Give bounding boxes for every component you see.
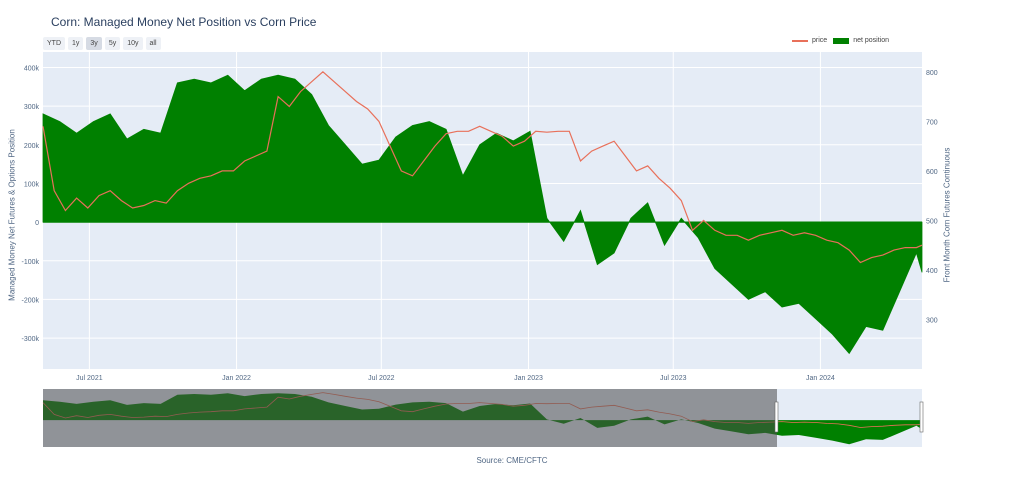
y2-tick-label: 500 (926, 218, 938, 225)
y2-tick-label: 600 (926, 169, 938, 176)
y-tick-label: 100k (24, 181, 40, 188)
legend-item-net-position[interactable]: net position (833, 37, 889, 44)
y2-tick-label: 400 (926, 268, 938, 275)
range-button-3y[interactable]: 3y (86, 37, 102, 50)
x-tick-label: Jan 2024 (806, 375, 835, 382)
y-tick-label: -100k (21, 259, 39, 266)
range-button-5y[interactable]: 5y (104, 37, 121, 50)
source-note: Source: CME/CFTC (476, 456, 548, 465)
range-button-all[interactable]: all (145, 37, 161, 50)
y2-tick-label: 700 (926, 119, 938, 126)
y-tick-label: -300k (21, 336, 39, 343)
x-tick-label: Jul 2021 (76, 375, 103, 382)
price-series-line (42, 70, 923, 264)
range-button-10y[interactable]: 10y (123, 37, 143, 50)
navigator-mask-left[interactable] (43, 389, 777, 447)
y-tick-label: 0 (35, 220, 39, 227)
x-axis-ticks: Jul 2021 Jan 2022 Jul 2022 Jan 2023 Jul 2023… (76, 375, 835, 382)
navigator-handle-right[interactable] (919, 401, 924, 433)
y-tick-label: 200k (24, 143, 40, 150)
x-tick-label: Jul 2022 (368, 375, 395, 382)
y2-tick-label: 800 (926, 70, 938, 77)
legend-item-price[interactable]: price (792, 37, 827, 44)
y2-tick-label: 300 (926, 317, 938, 324)
range-button-ytd[interactable]: YTD (43, 37, 65, 50)
price-line (42, 70, 923, 264)
x-tick-label: Jul 2023 (660, 375, 687, 382)
y-axis-right-ticks: 300 400 500 600 700 800 (926, 70, 938, 325)
y-tick-label: 400k (24, 65, 40, 72)
y-tick-label: -200k (21, 297, 39, 304)
y-tick-label: 300k (24, 104, 40, 111)
range-navigator[interactable] (42, 389, 924, 447)
range-button-1y[interactable]: 1y (68, 37, 84, 50)
x-tick-label: Jan 2022 (222, 375, 251, 382)
price-swatch (792, 39, 808, 42)
navigator-handle-left[interactable] (774, 401, 779, 433)
legend-label-price: price (812, 37, 828, 44)
net-position-swatch (833, 37, 850, 44)
y-axis-left-ticks: -300k -200k -100k 0 100k 200k 300k 400k (21, 65, 39, 343)
legend: price net position (792, 37, 889, 44)
range-selector: YTD 1y 3y 5y 10y all (43, 37, 161, 50)
x-tick-label: Jan 2023 (514, 375, 543, 382)
chart-title: Corn: Managed Money Net Position vs Corn… (51, 15, 317, 29)
legend-label-net-position: net position (853, 37, 889, 44)
